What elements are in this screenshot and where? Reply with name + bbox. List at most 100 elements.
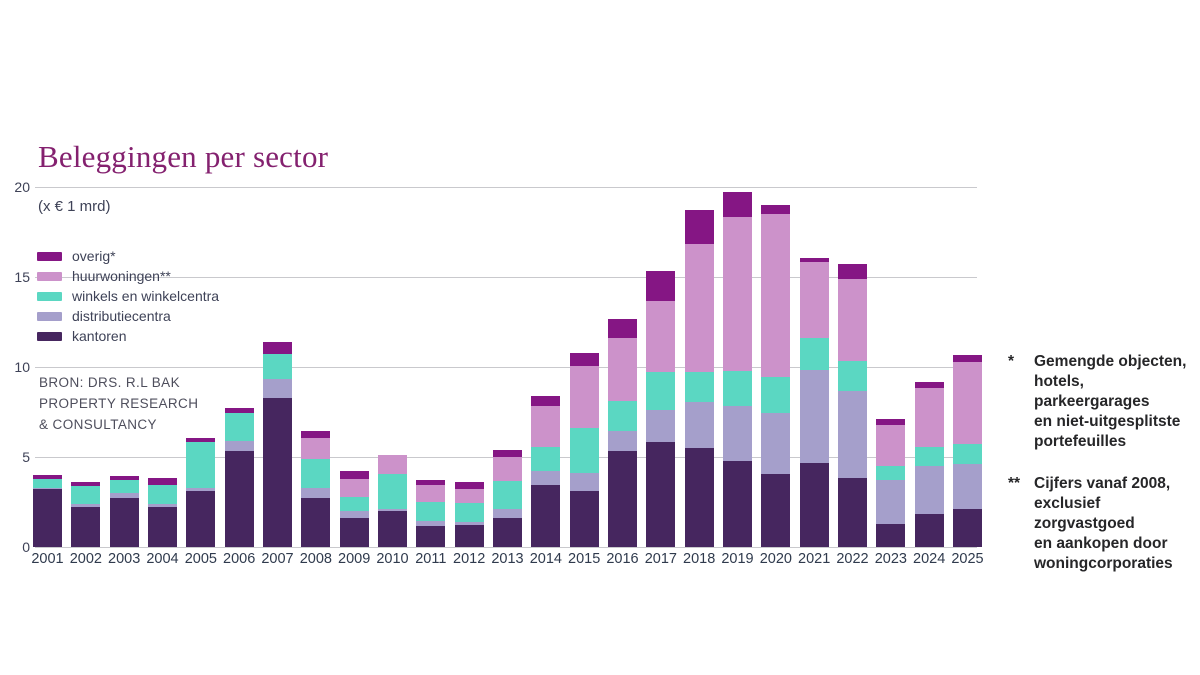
segment-kantoren-2013 — [493, 518, 522, 547]
y-axis-unit-label: (x € 1 mrd) — [38, 198, 111, 215]
legend-item-kantoren: kantoren — [37, 326, 219, 346]
segment-huurwoningen-2012 — [454, 488, 484, 503]
segment-overig-2012 — [454, 482, 484, 489]
segment-winkels-en-winkelcentra-2016 — [608, 401, 637, 431]
segment-huurwoningen-2010 — [378, 455, 407, 475]
segment-kantoren-2023 — [876, 523, 906, 547]
segment-distributiecentra-2019 — [723, 405, 752, 461]
x-tick-label-2005: 2005 — [184, 551, 217, 567]
segment-distributiecentra-2018 — [684, 402, 714, 448]
segment-distributiecentra-2021 — [799, 369, 829, 464]
segment-winkels-en-winkelcentra-2017 — [646, 372, 676, 411]
segment-huurwoningen-2011 — [416, 484, 446, 503]
segment-distributiecentra-2004 — [148, 503, 177, 507]
y-axis: 0 5 10 15 20 — [4, 179, 30, 555]
source-attribution: BRON: DRS. R.L BAK PROPERTY RESEARCH & C… — [39, 375, 199, 432]
segment-overig-2014 — [531, 395, 561, 406]
segment-kantoren-2017 — [646, 441, 676, 547]
legend-item-winkels-en-winkelcentra: winkels en winkelcentra — [37, 286, 219, 306]
segment-winkels-en-winkelcentra-2013 — [493, 481, 522, 510]
bar-2022 — [838, 263, 867, 547]
segment-distributiecentra-2015 — [569, 473, 599, 492]
bar-2013 — [493, 449, 522, 547]
segment-distributiecentra-2002 — [71, 503, 101, 508]
segment-overig-2011 — [416, 479, 446, 485]
footnotes: * Gemengde objecten, hotels, parkeergarag… — [1008, 352, 1198, 596]
y-tick-label-0: 0 — [22, 539, 30, 555]
page-title: Beleggingen per sector — [38, 138, 329, 174]
bar-2017 — [646, 270, 676, 547]
x-tick-label-2015: 2015 — [568, 551, 601, 567]
x-tick-label-2023: 2023 — [874, 551, 907, 567]
segment-overig-2008 — [301, 430, 331, 439]
segment-huurwoningen-2021 — [799, 261, 829, 339]
legend-item-overig: overig* — [37, 246, 219, 266]
footnote-marker-2: ** — [1008, 475, 1021, 492]
segment-distributiecentra-2007 — [263, 378, 292, 398]
segment-winkels-en-winkelcentra-2008 — [301, 458, 331, 488]
footnote-2: ** Cijfers vanaf 2008, exclusief zorgvast… — [1008, 474, 1198, 574]
segment-kantoren-2009 — [339, 518, 369, 547]
x-tick-label-2019: 2019 — [721, 551, 754, 567]
segment-kantoren-2022 — [838, 477, 867, 547]
segment-distributiecentra-2022 — [838, 391, 867, 478]
x-tick-label-2003: 2003 — [108, 551, 141, 567]
segment-distributiecentra-2006 — [224, 440, 254, 451]
x-tick-label-2022: 2022 — [836, 551, 869, 567]
segment-winkels-en-winkelcentra-2021 — [799, 338, 829, 370]
segment-huurwoningen-2024 — [914, 387, 944, 448]
x-tick-label-2014: 2014 — [529, 551, 562, 567]
segment-distributiecentra-2013 — [493, 509, 522, 519]
bar-2012 — [454, 482, 484, 547]
footnote-text-1: Gemengde objecten, hotels, parkeergarage… — [1034, 353, 1187, 450]
bar-2019 — [723, 191, 752, 547]
legend-swatch-kantoren — [37, 331, 62, 341]
bar-2007 — [263, 341, 292, 547]
segment-overig-2017 — [646, 270, 676, 302]
segment-overig-2006 — [224, 408, 254, 413]
x-tick-label-2008: 2008 — [299, 551, 332, 567]
segment-distributiecentra-2008 — [301, 487, 331, 498]
segment-winkels-en-winkelcentra-2003 — [109, 479, 139, 494]
segment-overig-2002 — [71, 482, 101, 486]
x-axis: 2001 2002 2003 2004 2005 2006 2007 2008 2009 2010… — [31, 551, 983, 571]
segment-overig-2024 — [914, 382, 944, 388]
segment-distributiecentra-2024 — [914, 466, 944, 514]
segment-kantoren-2020 — [761, 474, 791, 547]
segment-overig-2005 — [186, 438, 216, 442]
x-tick-label-2002: 2002 — [69, 551, 102, 567]
segment-overig-2015 — [569, 352, 599, 367]
segment-winkels-en-winkelcentra-2012 — [454, 502, 484, 522]
bar-2006 — [224, 408, 254, 547]
segment-huurwoningen-2022 — [838, 278, 867, 361]
x-tick-label-2010: 2010 — [376, 551, 409, 567]
segment-huurwoningen-2020 — [761, 214, 791, 377]
segment-winkels-en-winkelcentra-2014 — [531, 447, 561, 472]
segment-distributiecentra-2023 — [876, 480, 906, 524]
bar-2015 — [569, 352, 599, 547]
plot-area — [33, 187, 982, 548]
y-tick-label-10: 10 — [14, 359, 30, 375]
segment-kantoren-2007 — [263, 397, 292, 547]
segment-overig-2020 — [761, 205, 791, 215]
x-tick-label-2012: 2012 — [453, 551, 486, 567]
segment-distributiecentra-2025 — [953, 464, 982, 510]
segment-kantoren-2015 — [569, 491, 599, 547]
legend-swatch-distributiecentra — [37, 311, 62, 321]
segment-kantoren-2001 — [33, 489, 62, 547]
x-tick-label-2024: 2024 — [913, 551, 946, 567]
legend: overig* huurwoningen** winkels en winkelce… — [37, 246, 219, 346]
bar-2003 — [109, 475, 139, 547]
segment-kantoren-2018 — [684, 448, 714, 547]
segment-kantoren-2006 — [224, 450, 254, 547]
segment-overig-2022 — [838, 263, 867, 279]
gridline-0 — [35, 547, 977, 548]
segment-huurwoningen-2015 — [569, 366, 599, 429]
segment-kantoren-2002 — [71, 507, 101, 547]
x-tick-label-2001: 2001 — [31, 551, 64, 567]
segment-kantoren-2004 — [148, 506, 177, 547]
footnote-marker-1: * — [1008, 353, 1015, 370]
segment-kantoren-2005 — [186, 491, 216, 547]
bar-2020 — [761, 205, 791, 547]
